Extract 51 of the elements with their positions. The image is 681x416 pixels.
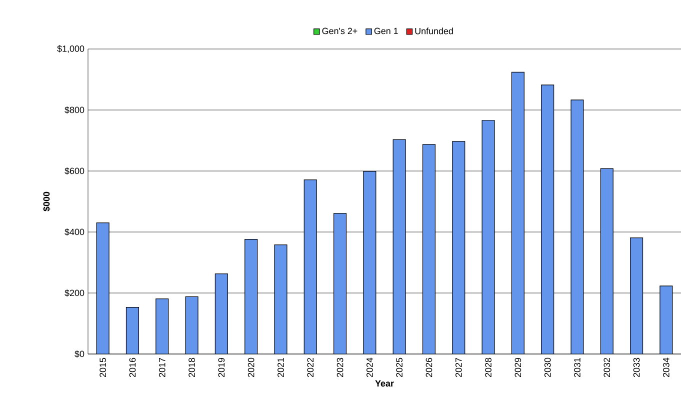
x-tick-label: 2020 [248,358,254,378]
bar [541,84,554,354]
x-tick-label: 2024 [366,358,373,378]
y-tick-label: $800 [64,106,84,114]
x-tick-label: 2025 [396,358,403,378]
x-tick-label: 2030 [544,358,551,378]
legend-label: Unfunded [415,28,453,34]
y-axis-title: $000 [42,192,50,212]
bar [126,307,139,354]
legend-label: Gen's 2+ [322,28,358,34]
x-tick-label: 2033 [633,358,640,378]
y-tick-label: $600 [64,167,84,175]
legend-label: Gen 1 [374,28,398,34]
bar [482,120,495,354]
bar [393,140,406,354]
bar [215,274,228,354]
bar [274,244,287,354]
x-tick-label: 2023 [336,358,344,378]
x-tick-label: 2027 [455,358,462,378]
bar [452,141,465,354]
y-tick-label: $0 [74,350,84,358]
x-tick-label: 2015 [100,358,106,378]
bar [512,72,524,354]
bar [186,296,198,354]
x-tick-label: 2018 [188,358,195,378]
bar [304,180,317,354]
bar [244,239,258,354]
x-tick-label: 2022 [307,358,314,378]
x-tick-label: 2017 [158,358,166,378]
x-tick-label: 2026 [426,358,432,378]
x-tick-label: 2019 [218,358,225,378]
x-axis-title: Year [375,380,394,387]
x-tick-label: 2028 [485,358,492,378]
x-tick-label: 2032 [604,358,610,378]
y-tick-label: $200 [64,289,84,297]
bar [334,213,346,354]
y-tick-label: $1,000 [57,45,84,53]
bar [96,222,110,354]
bar [363,171,376,354]
bar [660,286,673,354]
y-tick-label: $400 [64,228,84,236]
bar [422,144,436,354]
x-tick-label: 2016 [129,358,136,378]
x-tick-label: 2034 [663,358,670,378]
bar [156,298,168,354]
bar [600,168,614,354]
bar [630,238,643,354]
x-tick-label: 2021 [278,358,284,378]
x-tick-label: 2029 [514,358,522,378]
x-tick-label: 2031 [574,358,580,378]
bar [571,100,584,354]
